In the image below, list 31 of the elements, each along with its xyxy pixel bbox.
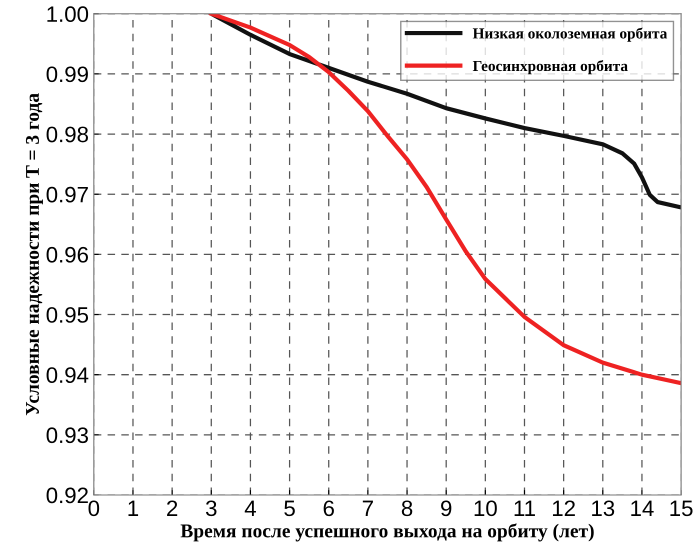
x-axis-title: Время после успешного выхода на орбиту (лет) xyxy=(180,523,594,542)
y-tick-label: 0.97 xyxy=(46,186,88,202)
y-tick-label: 0.96 xyxy=(46,246,88,263)
legend-label: Геосинхровная орбита xyxy=(472,60,628,74)
y-tick-label: 1.00 xyxy=(47,6,88,22)
x-tick-label: 11 xyxy=(514,500,535,516)
x-tick-label: 6 xyxy=(324,500,334,516)
x-tick-label: 9 xyxy=(441,500,452,516)
x-tick-label: 0 xyxy=(88,500,100,516)
x-tick-label: 10 xyxy=(474,500,497,516)
y-tick-label: 0.94 xyxy=(46,367,88,383)
y-tick-label: 0.98 xyxy=(46,126,88,142)
x-tick-label: 3 xyxy=(206,500,216,516)
x-tick-label: 1 xyxy=(128,500,138,516)
x-tick-label: 14 xyxy=(631,500,654,516)
y-tick-label: 0.95 xyxy=(46,307,88,323)
y-tick-label: 0.99 xyxy=(46,66,88,82)
x-tick-label: 2 xyxy=(167,500,178,516)
x-tick-label: 5 xyxy=(284,500,295,516)
x-tick-label: 7 xyxy=(362,500,373,516)
x-tick-label: 15 xyxy=(670,500,693,516)
legend-label: Низкая околоземная орбита xyxy=(472,28,668,42)
x-tick-label: 8 xyxy=(402,500,412,516)
line-series xyxy=(209,14,682,386)
x-tick-label: 13 xyxy=(592,500,614,516)
y-axis-title: Условные надежности при T = 3 года xyxy=(26,93,43,416)
x-tick-label: 4 xyxy=(244,500,256,516)
line-series xyxy=(209,14,682,210)
y-tick-label: 0.93 xyxy=(46,427,88,444)
y-tick-label: 0.92 xyxy=(46,488,88,504)
x-tick-label: 12 xyxy=(552,500,575,516)
